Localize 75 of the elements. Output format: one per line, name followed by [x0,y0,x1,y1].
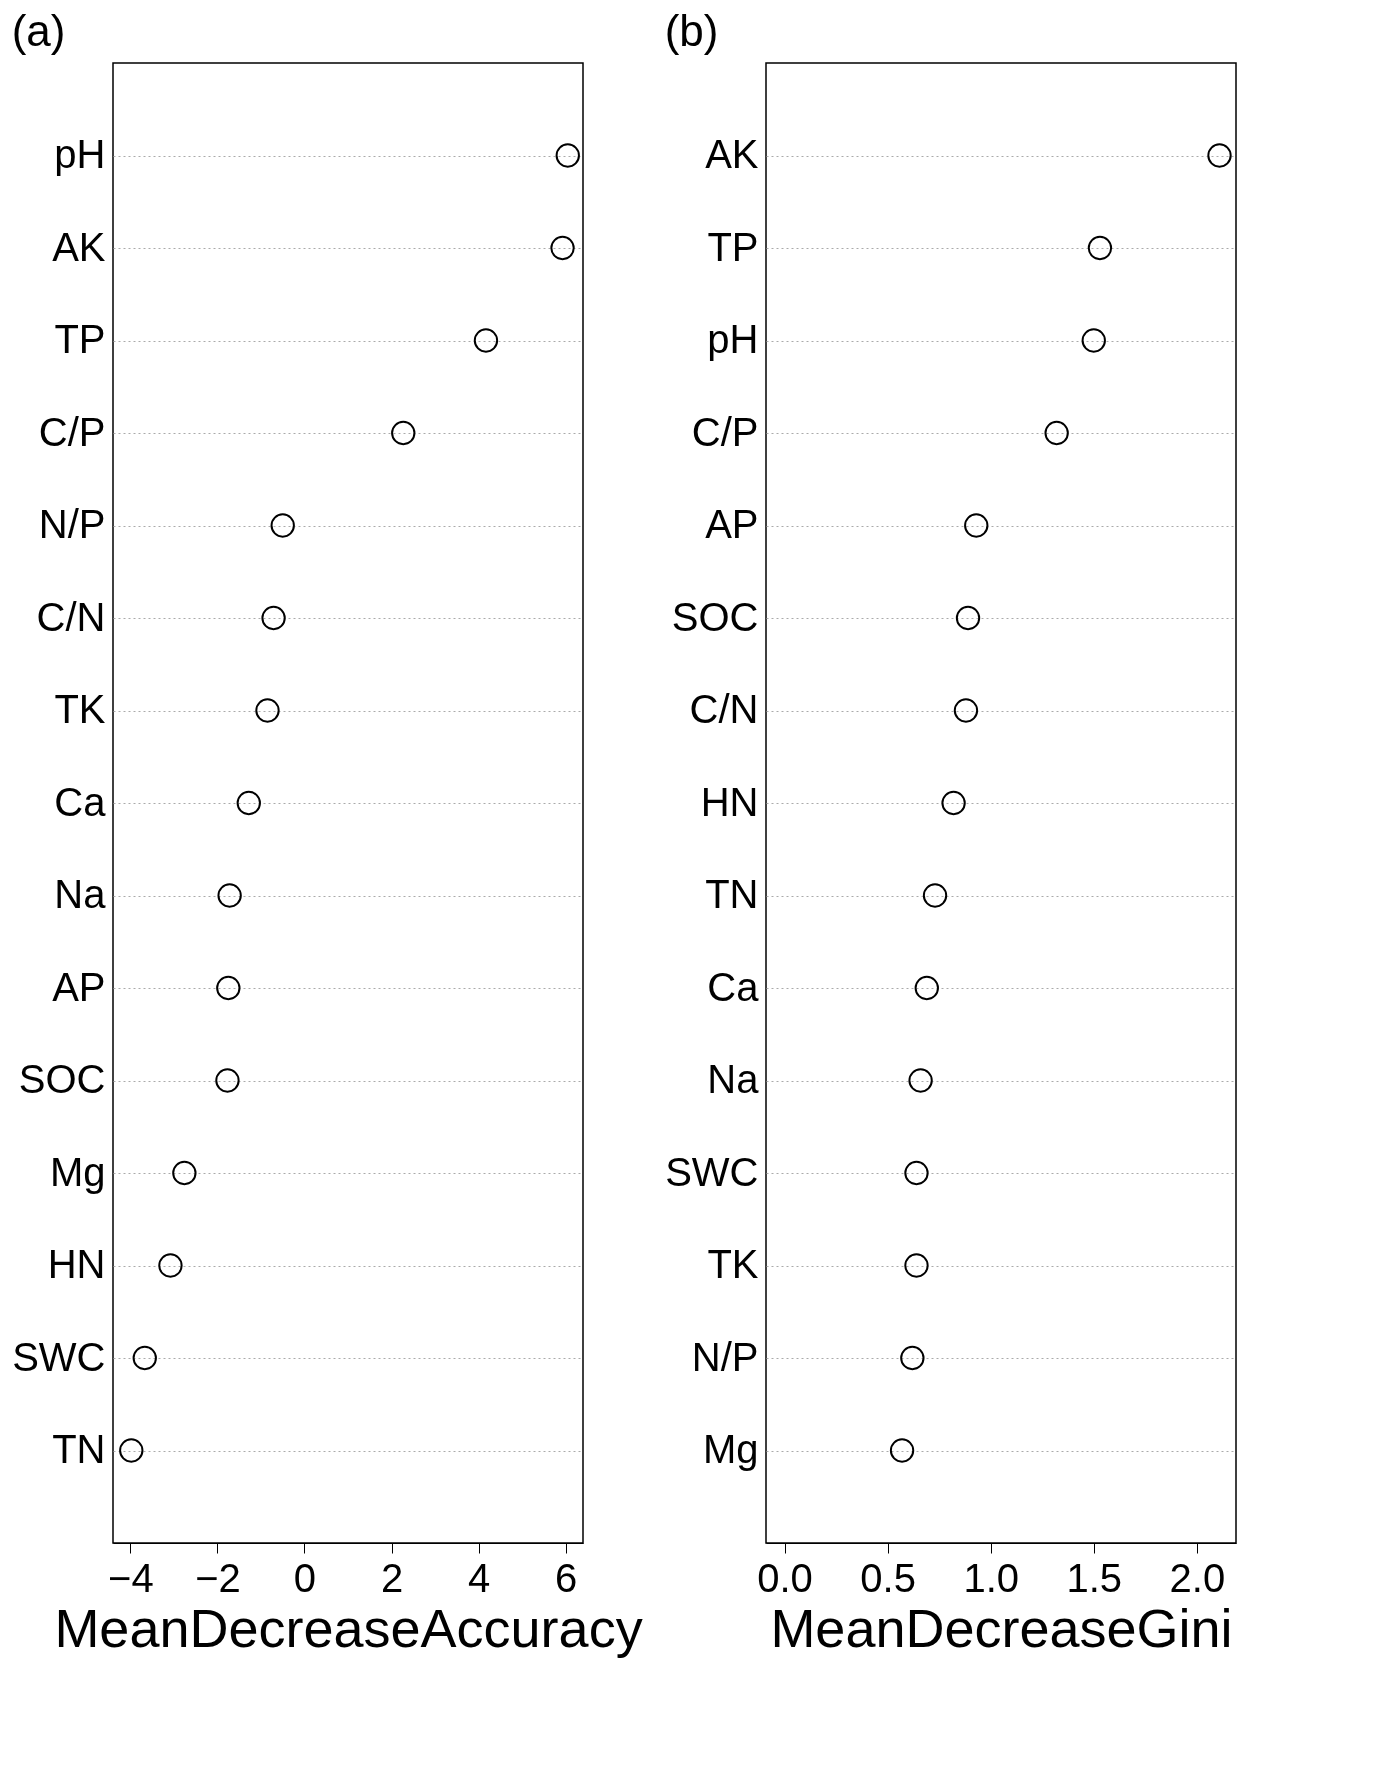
x-tick-label: 0.0 [757,1555,813,1600]
point [172,1160,197,1186]
y-tick-label: AP [52,964,106,1009]
y-tick-label: SWC [665,1149,759,1194]
chart-title: (b) [664,6,719,55]
point [914,975,939,1001]
y-tick-label: TK [54,687,106,731]
y-tick-label: C/P [691,409,759,454]
point [922,883,948,908]
point [550,235,575,261]
point [215,1068,240,1093]
y-tick-label: TP [54,317,106,361]
point [900,1345,925,1371]
y-tick-label: SOC [671,594,759,639]
point [908,1068,933,1093]
y-tick-label: pH [707,317,759,361]
point [119,1438,144,1463]
point [391,420,416,446]
y-tick-label: HN [47,1242,106,1286]
y-tick-label: C/N [689,687,759,731]
y-tick-label: N/P [691,1334,759,1379]
y-tick-label: Na [707,1057,760,1101]
x-tick-label: 0.5 [860,1555,916,1600]
y-tick-label: SWC [12,1334,106,1379]
x-tick-label: 0 [293,1555,317,1600]
x-tick-label: 4 [467,1555,491,1600]
point [555,143,580,168]
point [217,883,242,908]
point [1081,328,1106,353]
y-tick-label: Mg [49,1149,106,1194]
point [255,698,280,723]
y-tick-label: TK [707,1242,759,1286]
point [955,605,981,631]
x-tick-label: 6 [554,1555,578,1600]
point [216,975,241,1001]
point [941,790,966,816]
y-tick-label: Ca [707,964,760,1009]
x-tick-label: 2 [380,1555,404,1600]
point [1044,420,1069,446]
y-tick-label: SOC [18,1057,106,1101]
chart-title: (a) [11,6,66,55]
x-tick-label: −2 [195,1555,241,1600]
point [1207,143,1232,168]
x-tick-label: −4 [108,1555,154,1600]
x-tick-label: 1.5 [1066,1555,1123,1600]
point [132,1345,157,1371]
x-tick-label: 2.0 [1169,1555,1226,1600]
point [473,328,499,353]
x-axis-title: MeanDecreaseAccuracy [54,1597,643,1658]
point [889,1438,915,1463]
y-tick-label: pH [54,132,106,176]
y-tick-label: Na [54,872,107,916]
y-tick-label: TN [52,1427,106,1471]
point [158,1253,183,1278]
point [904,1253,929,1278]
x-tick-label: 1.0 [963,1555,1019,1600]
y-tick-label: C/N [36,594,106,639]
y-tick-label: C/P [38,409,106,454]
point [964,513,989,538]
point [1087,235,1113,261]
point [953,698,979,723]
y-tick-label: TP [707,224,759,269]
x-axis-title: MeanDecreaseGini [770,1597,1233,1658]
point [270,513,295,538]
y-tick-label: Ca [54,779,107,824]
point [236,790,261,816]
y-tick-label: AK [705,132,759,176]
y-tick-label: TN [705,872,759,916]
y-tick-label: HN [700,779,759,824]
y-tick-label: Mg [702,1427,759,1471]
y-tick-label: N/P [38,502,106,546]
y-tick-label: AP [705,502,759,546]
point [904,1160,929,1186]
point [261,605,286,631]
y-tick-label: AK [52,224,106,269]
